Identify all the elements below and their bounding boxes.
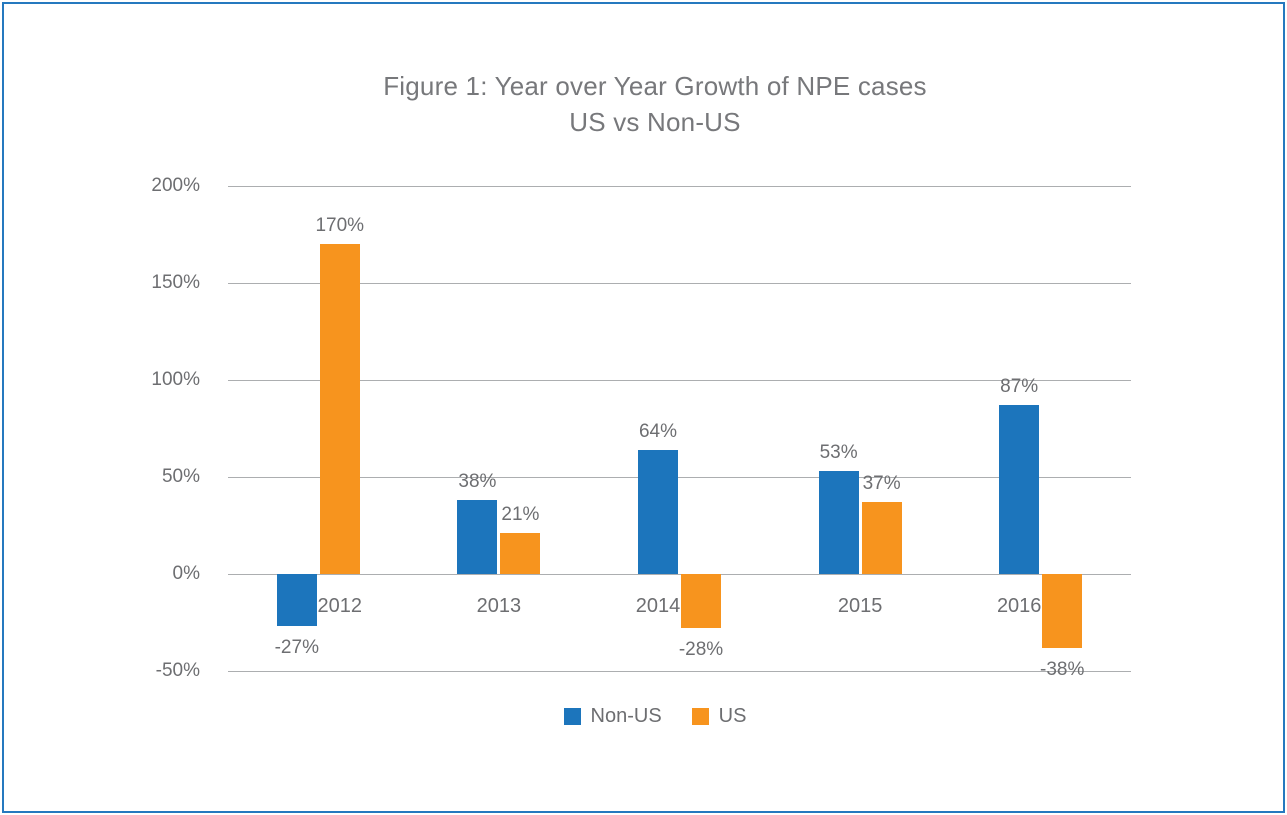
bar-us-2015 (861, 502, 902, 574)
legend-label-non-us: Non-US (590, 705, 662, 727)
chart-title-line1: Figure 1: Year over Year Growth of NPE c… (383, 71, 927, 101)
y-tick-label-150: 150% (151, 272, 200, 293)
x-category-label-2014: 2014 (635, 595, 681, 617)
bar-non-us-2013 (457, 500, 498, 574)
bar-non-us-2012 (276, 574, 317, 627)
value-label-non-us-2016: 87% (1000, 376, 1039, 398)
bar-us-2012 (319, 244, 360, 574)
gridline-50 (228, 477, 1131, 478)
value-label-us-2012: 170% (315, 215, 365, 237)
x-category-label-2012: 2012 (317, 595, 363, 617)
bar-us-2016 (1042, 574, 1083, 648)
gridline-100 (228, 380, 1131, 381)
y-tick-label--50: -50% (155, 660, 200, 681)
y-tick-label-0: 0% (172, 563, 200, 584)
legend-label-us: US (718, 705, 747, 727)
value-label-us-2013: 21% (501, 504, 540, 526)
x-category-label-2016: 2016 (996, 595, 1042, 617)
gridline--50 (228, 671, 1131, 672)
value-label-non-us-2012: -27% (274, 637, 319, 659)
value-label-non-us-2015: 53% (819, 442, 858, 464)
bar-non-us-2014 (638, 449, 678, 574)
x-category-label-2013: 2013 (476, 595, 522, 617)
value-label-us-2016: -38% (1040, 658, 1085, 680)
legend-swatch-non-us (563, 708, 581, 725)
y-tick-label-200: 200% (151, 175, 200, 196)
chart-title: Figure 1: Year over Year Growth of NPE c… (0, 68, 1287, 140)
value-label-non-us-2014: 64% (638, 420, 678, 442)
bar-us-2014 (681, 574, 721, 629)
y-tick-label-100: 100% (151, 369, 200, 390)
legend-swatch-us (691, 708, 709, 725)
gridline-200 (228, 186, 1131, 187)
legend-item-us: US (691, 705, 747, 728)
chart-title-line2: US vs Non-US (569, 107, 741, 137)
gridline-0 (228, 574, 1131, 575)
gridline-150 (228, 283, 1131, 284)
bar-non-us-2016 (999, 405, 1040, 574)
y-tick-label-50: 50% (161, 466, 200, 487)
legend: Non-US US (0, 705, 1287, 728)
value-label-us-2015: 37% (862, 473, 901, 495)
legend-item-non-us: Non-US (563, 705, 662, 728)
x-category-label-2015: 2015 (837, 595, 883, 617)
bar-non-us-2015 (818, 471, 859, 574)
value-label-non-us-2013: 38% (458, 471, 497, 493)
bar-us-2013 (500, 533, 541, 574)
value-label-us-2014: -28% (678, 639, 724, 661)
